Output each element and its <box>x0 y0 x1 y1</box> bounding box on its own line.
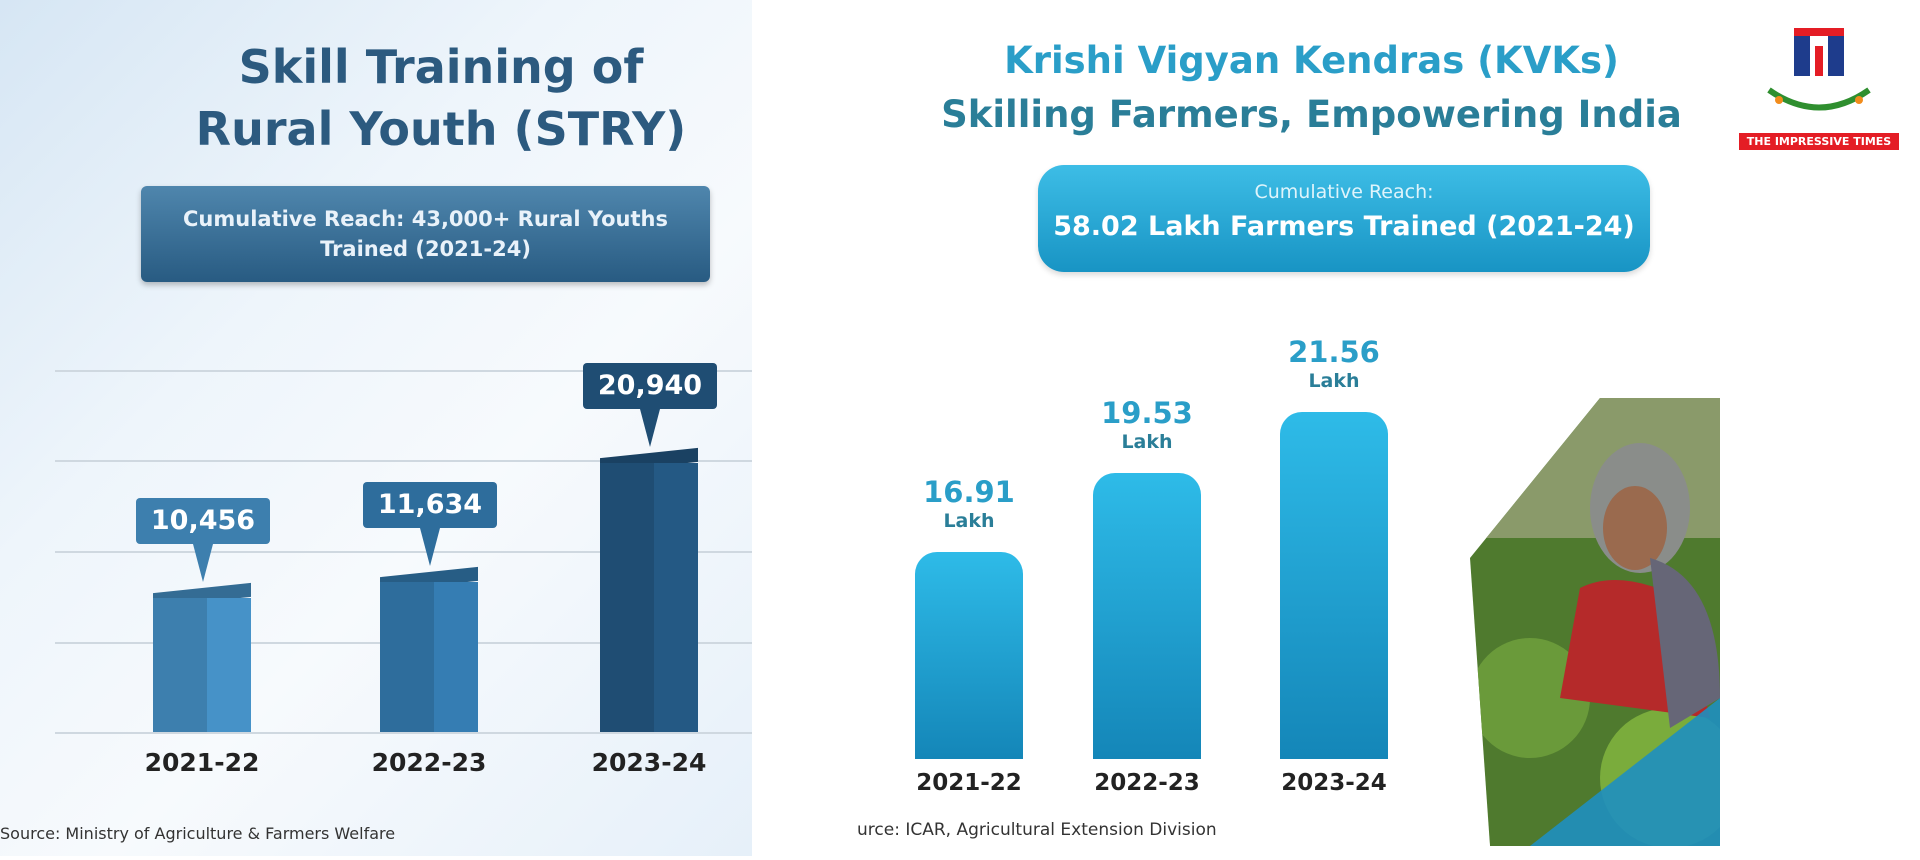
kvk-unit: Lakh <box>1121 431 1173 454</box>
stry-reach-line-1: Cumulative Reach: 43,000+ Rural Youths <box>183 207 668 231</box>
stry-year-label: 2021-22 <box>144 748 260 777</box>
gridline <box>55 460 752 462</box>
kvk-title-line-2: Skilling Farmers, Empowering India <box>941 93 1682 136</box>
kvk-year-label: 2023-24 <box>1281 770 1387 796</box>
stry-bar <box>153 582 251 732</box>
stry-year-label: 2023-24 <box>591 748 707 777</box>
kvk-value: 21.56 <box>1288 335 1380 370</box>
kvk-bar <box>1093 473 1201 759</box>
kvk-value-label: 19.53 Lakh <box>1077 397 1217 455</box>
stry-value-label: 11,634 <box>363 482 497 567</box>
stry-bar <box>600 447 698 732</box>
kvk-title: Krishi Vigyan Kendras (KVKs) Skilling Fa… <box>863 34 1720 142</box>
kvk-value: 16.91 <box>923 474 1015 509</box>
kvk-unit: Lakh <box>943 509 995 532</box>
stry-value-label: 20,940 <box>583 362 717 447</box>
kvk-value: 19.53 <box>1101 396 1193 431</box>
impressive-times-logo: THE IMPRESSIVE TIMES <box>1739 20 1899 150</box>
logo-emblem-icon <box>1767 28 1871 111</box>
kvk-bar <box>1280 412 1388 759</box>
kvk-cumulative-reach-box: Cumulative Reach: 58.02 Lakh Farmers Tra… <box>1038 165 1650 272</box>
stry-source: Source: Ministry of Agriculture & Farmer… <box>0 824 396 843</box>
gridline <box>55 732 752 734</box>
stry-cumulative-reach-box: Cumulative Reach: 43,000+ Rural Youths T… <box>141 186 710 282</box>
kvk-reach-value: 58.02 Lakh Farmers Trained (2021-24) <box>1053 211 1635 242</box>
kvk-source: urce: ICAR, Agricultural Extension Divis… <box>857 820 1217 840</box>
kvk-year-label: 2022-23 <box>1094 770 1200 796</box>
kvk-bar <box>915 551 1023 759</box>
kvk-value-label: 16.91 Lakh <box>899 476 1039 534</box>
kvk-title-line-1: Krishi Vigyan Kendras (KVKs) <box>1004 39 1619 82</box>
stry-title: Skill Training of Rural Youth (STRY) <box>0 36 752 160</box>
stry-value-label: 10,456 <box>136 497 270 582</box>
stry-bar <box>380 567 478 732</box>
stry-year-label: 2022-23 <box>371 748 487 777</box>
kvk-value-label: 21.56 Lakh <box>1264 336 1404 394</box>
logo-text: THE IMPRESSIVE TIMES <box>1739 133 1899 150</box>
farmer-photo <box>1470 398 1720 846</box>
gridline <box>55 551 752 553</box>
kvk-unit: Lakh <box>1308 370 1360 393</box>
stry-title-line-2: Rural Youth (STRY) <box>195 102 687 156</box>
kvk-reach-label: Cumulative Reach: <box>1254 181 1434 203</box>
gridline <box>55 370 752 372</box>
kvk-year-label: 2021-22 <box>916 770 1022 796</box>
stry-reach-line-2: Trained (2021-24) <box>320 237 531 261</box>
stry-title-line-1: Skill Training of <box>238 40 644 94</box>
